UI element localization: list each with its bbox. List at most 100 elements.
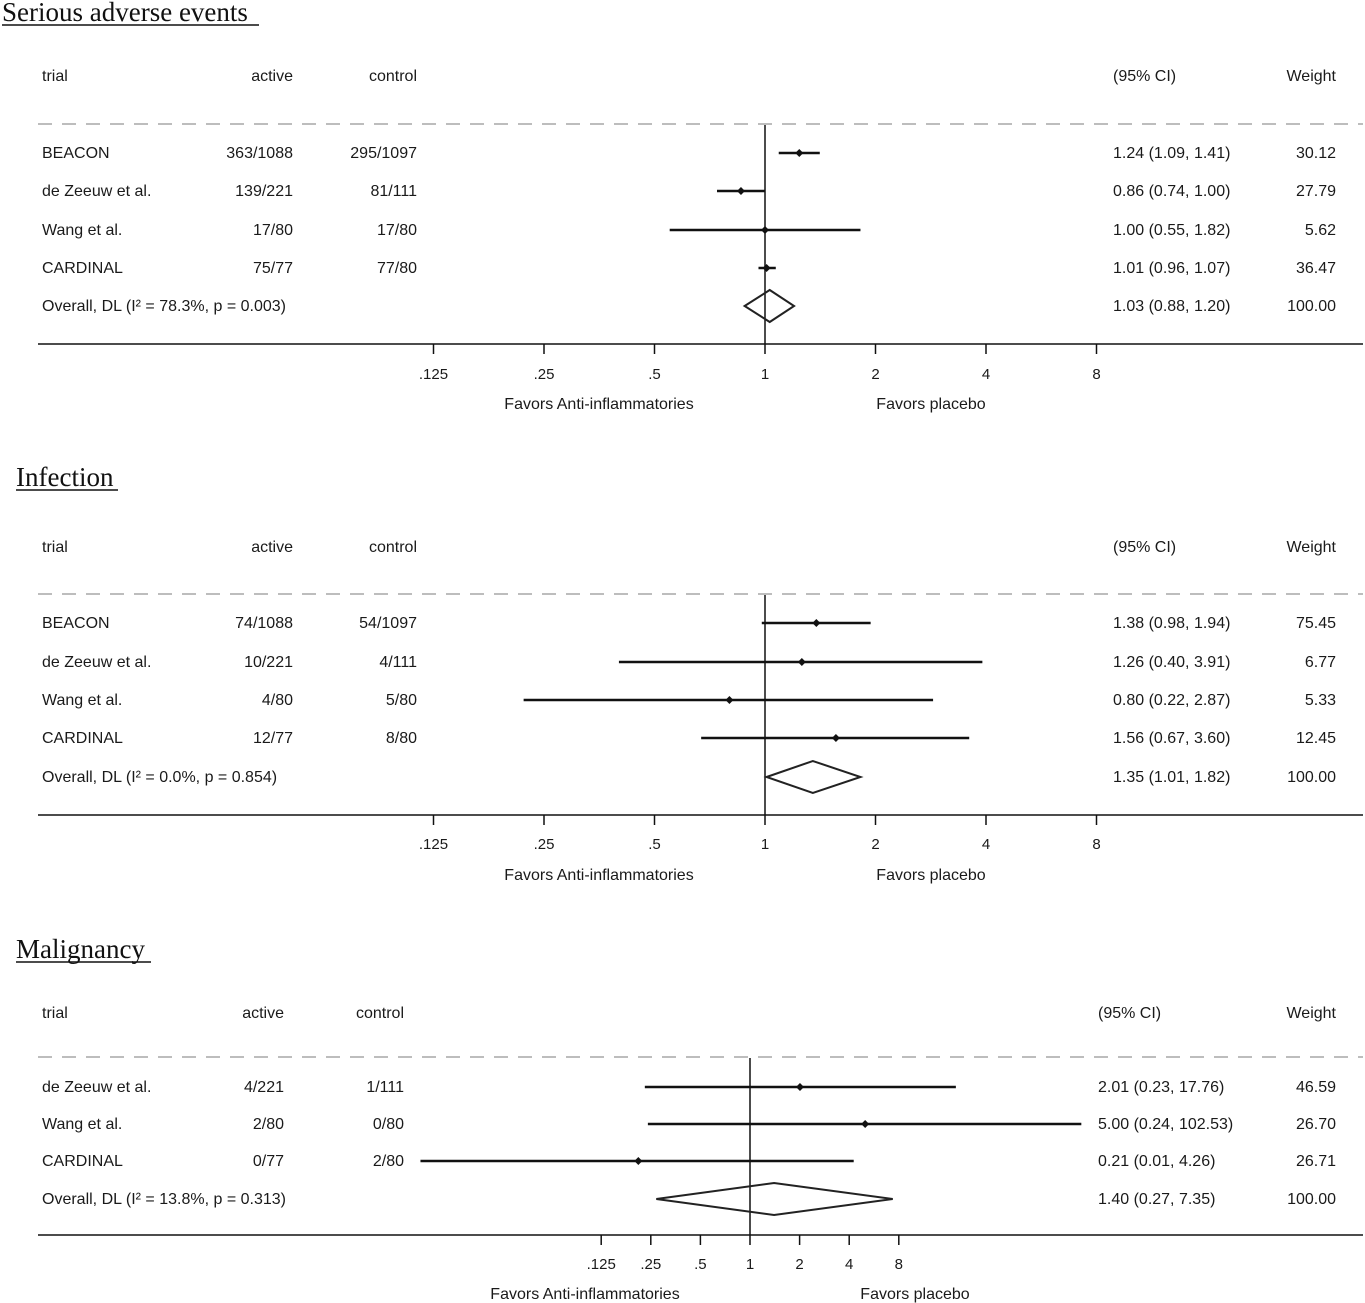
study-control: 8/80 [386, 730, 417, 747]
column-header-weight: Weight [1286, 68, 1336, 85]
study-name: Wang et al. [42, 222, 122, 239]
favors-right-label: Favors placebo [860, 1286, 969, 1303]
panel-title: Infection [16, 462, 114, 492]
x-axis-tick-label: .125 [587, 1256, 616, 1273]
overall-label: Overall, DL (I² = 0.0%, p = 0.854) [42, 769, 277, 786]
study-ci: 0.21 (0.01, 4.26) [1098, 1153, 1215, 1170]
overall-weight: 100.00 [1287, 769, 1336, 786]
study-weight: 26.71 [1296, 1153, 1336, 1170]
column-header-trial: trial [42, 1005, 68, 1022]
overall-ci: 1.03 (0.88, 1.20) [1113, 298, 1230, 315]
column-header-ci: (95% CI) [1098, 1005, 1161, 1022]
study-ci: 2.01 (0.23, 17.76) [1098, 1079, 1224, 1096]
study-weight: 30.12 [1296, 145, 1336, 162]
study-active: 0/77 [253, 1153, 284, 1170]
overall-label: Overall, DL (I² = 13.8%, p = 0.313) [42, 1191, 286, 1208]
study-point-estimate [831, 734, 840, 742]
study-name: CARDINAL [42, 1153, 123, 1170]
panel-title: Serious adverse events [2, 0, 248, 27]
study-point-estimate [762, 264, 771, 272]
x-axis-tick-label: 4 [845, 1256, 853, 1273]
study-weight: 27.79 [1296, 183, 1336, 200]
study-ci: 1.56 (0.67, 3.60) [1113, 730, 1230, 747]
overall-weight: 100.00 [1287, 1191, 1336, 1208]
study-control: 5/80 [386, 692, 417, 709]
study-ci: 1.24 (1.09, 1.41) [1113, 145, 1230, 162]
study-control: 54/1097 [359, 615, 417, 632]
study-active: 75/77 [253, 260, 293, 277]
study-ci: 1.38 (0.98, 1.94) [1113, 615, 1230, 632]
x-axis-tick-label: 8 [1092, 366, 1100, 383]
study-name: de Zeeuw et al. [42, 654, 151, 671]
study-name: BEACON [42, 615, 110, 632]
x-axis-tick-label: 2 [795, 1256, 803, 1273]
x-axis-tick-label: .25 [640, 1256, 661, 1273]
study-control: 2/80 [373, 1153, 404, 1170]
favors-right-label: Favors placebo [876, 396, 985, 413]
study-name: Wang et al. [42, 692, 122, 709]
overall-label: Overall, DL (I² = 78.3%, p = 0.003) [42, 298, 286, 315]
study-name: CARDINAL [42, 260, 123, 277]
study-control: 4/111 [379, 654, 417, 671]
study-control: 77/80 [377, 260, 417, 277]
overall-ci: 1.35 (1.01, 1.82) [1113, 769, 1230, 786]
study-ci: 0.80 (0.22, 2.87) [1113, 692, 1230, 709]
column-header-trial: trial [42, 68, 68, 85]
study-active: 363/1088 [226, 145, 293, 162]
study-weight: 5.62 [1305, 222, 1336, 239]
column-header-active: active [251, 68, 293, 85]
study-weight: 46.59 [1296, 1079, 1336, 1096]
study-point-estimate [795, 1083, 804, 1091]
column-header-control: control [369, 539, 417, 556]
study-active: 12/77 [253, 730, 293, 747]
x-axis-tick-label: 2 [871, 366, 879, 383]
study-ci: 1.00 (0.55, 1.82) [1113, 222, 1230, 239]
column-header-weight: Weight [1286, 539, 1336, 556]
study-active: 17/80 [253, 222, 293, 239]
study-point-estimate [634, 1157, 643, 1165]
study-weight: 12.45 [1296, 730, 1336, 747]
x-axis-tick-label: 1 [761, 836, 769, 853]
study-point-estimate [797, 658, 806, 666]
column-header-active: active [251, 539, 293, 556]
study-weight: 5.33 [1305, 692, 1336, 709]
overall-diamond [656, 1181, 893, 1217]
favors-left-label: Favors Anti-inflammatories [504, 867, 693, 884]
x-axis-tick-label: .125 [419, 836, 448, 853]
x-axis-tick-label: .125 [419, 366, 448, 383]
column-header-weight: Weight [1286, 1005, 1336, 1022]
favors-left-label: Favors Anti-inflammatories [504, 396, 693, 413]
x-axis-tick-label: 8 [895, 1256, 903, 1273]
x-axis-tick-label: 2 [871, 836, 879, 853]
column-header-trial: trial [42, 539, 68, 556]
overall-diamond [763, 759, 864, 795]
study-active: 74/1088 [235, 615, 293, 632]
x-axis-tick-label: 1 [746, 1256, 754, 1273]
x-axis-tick-label: 4 [982, 366, 990, 383]
study-point-estimate [736, 187, 745, 195]
overall-weight: 100.00 [1287, 298, 1336, 315]
column-header-ci: (95% CI) [1113, 539, 1176, 556]
study-active: 4/80 [262, 692, 293, 709]
study-point-estimate [861, 1120, 870, 1128]
overall-ci: 1.40 (0.27, 7.35) [1098, 1191, 1215, 1208]
x-axis-tick-label: 4 [982, 836, 990, 853]
x-axis-tick-label: 8 [1092, 836, 1100, 853]
study-point-estimate [761, 226, 769, 234]
panel-title: Malignancy [16, 934, 145, 964]
x-axis-tick-label: .5 [694, 1256, 707, 1273]
study-name: Wang et al. [42, 1116, 122, 1133]
study-active: 10/221 [244, 654, 293, 671]
study-weight: 26.70 [1296, 1116, 1336, 1133]
study-weight: 6.77 [1305, 654, 1336, 671]
study-name: CARDINAL [42, 730, 123, 747]
column-header-active: active [242, 1005, 284, 1022]
column-header-control: control [369, 68, 417, 85]
study-control: 1/111 [366, 1079, 404, 1096]
study-ci: 1.01 (0.96, 1.07) [1113, 260, 1230, 277]
overall-diamond [742, 288, 796, 324]
study-ci: 1.26 (0.40, 3.91) [1113, 654, 1230, 671]
x-axis-tick-label: .5 [648, 366, 661, 383]
study-control: 0/80 [373, 1116, 404, 1133]
